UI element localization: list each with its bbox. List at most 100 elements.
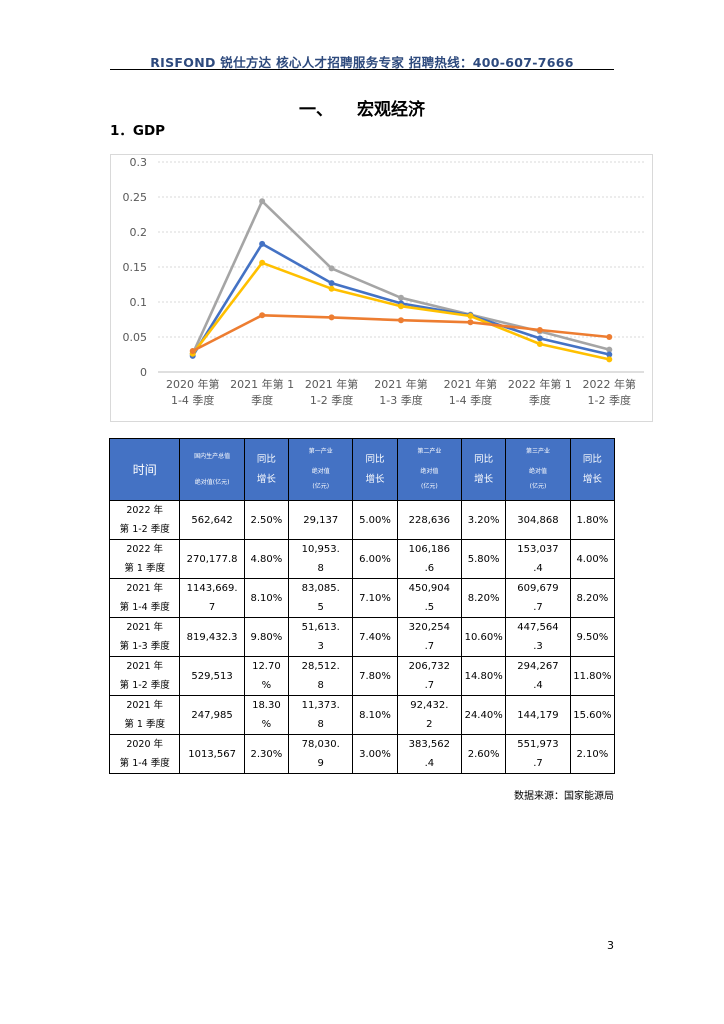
- row-period-quarter: 第 1-4 季度: [119, 758, 170, 769]
- y-tick-label: 0.2: [130, 226, 148, 239]
- row-period: 2021 年第 1-3 季度: [108, 617, 181, 657]
- gdp-value: 247,985: [179, 695, 245, 735]
- series-point-3: [259, 259, 266, 266]
- header-secondary-title: 第二产业: [417, 447, 442, 455]
- header-growth-2: 同比 增长: [352, 438, 398, 501]
- series-point-4: [467, 319, 474, 326]
- gdp-value: 270,177.8: [179, 539, 245, 579]
- gdp-growth-text: 2.30%: [250, 748, 283, 760]
- gdp-growth-text: 18.30: [252, 700, 281, 711]
- secondary-value-text: .7: [424, 680, 435, 691]
- table-row: 2020 年第 1-4 季度 1013,567 2.30% 78,030. 9 3.00%…: [108, 734, 616, 774]
- primary-growth: 5.00%: [352, 500, 398, 540]
- primary-value-text: 11,373.: [301, 700, 340, 711]
- header-time: 时间: [108, 438, 181, 501]
- tertiary-growth: 8.20%: [569, 578, 616, 618]
- growth-bottom: 增长: [582, 473, 602, 485]
- series-point-2: [606, 351, 613, 358]
- primary-growth: 8.10%: [352, 695, 398, 735]
- header-primary-sub1: 绝对值: [311, 467, 330, 475]
- x-tick-label: 1-2 季度: [310, 393, 353, 407]
- header-secondary-sub2: (亿元): [421, 483, 438, 491]
- primary-growth: 7.10%: [352, 578, 398, 618]
- y-tick-label: 0.05: [123, 331, 148, 344]
- x-tick-label: 1-2 季度: [588, 393, 631, 407]
- y-tick-label: 0.25: [123, 191, 148, 204]
- x-tick-label: 1-3 季度: [379, 393, 422, 407]
- series-line-3: [191, 261, 610, 361]
- table-row: 2021 年第 1 季度 247,985 18.30% 11,373. 8 8.10% 92…: [108, 695, 616, 735]
- section-number: 一、: [299, 100, 333, 120]
- row-period: 2021 年第 1 季度: [108, 695, 181, 735]
- secondary-growth-text: 24.40%: [464, 709, 503, 721]
- table-row: 2022 年第 1 季度 270,177.8 4.80% 10,953. 8 6.00% 1…: [108, 539, 616, 579]
- tertiary-value-text: 609,679: [517, 583, 559, 594]
- gdp-value: 1013,567: [179, 734, 245, 774]
- gdp-growth-text: 9.80%: [250, 631, 283, 643]
- primary-growth-text: 7.10%: [359, 592, 391, 604]
- tertiary-value: 447,564 .3: [505, 617, 571, 657]
- tertiary-growth-text: 9.50%: [576, 631, 609, 643]
- table-row: 2021 年第 1-4 季度 1143,669. 7 8.10% 83,085. 5 7.1…: [108, 578, 616, 618]
- header-divider: [110, 69, 614, 70]
- tertiary-value-text: .3: [533, 641, 543, 652]
- table-row: 2021 年第 1-2 季度 529,513 12.70% 28,512. 8 7.80%…: [108, 656, 616, 696]
- row-period: 2021 年第 1-4 季度: [108, 578, 181, 618]
- secondary-growth-text: 10.60%: [464, 631, 503, 643]
- tertiary-growth-text: 2.10%: [576, 748, 609, 760]
- primary-growth-text: 6.00%: [359, 553, 391, 565]
- gdp-growth-text: %: [261, 680, 272, 691]
- tertiary-growth: 4.00%: [569, 539, 616, 579]
- row-period-quarter: 第 1 季度: [124, 719, 165, 730]
- series-point-3: [467, 313, 474, 319]
- tertiary-growth-text: 15.60%: [573, 709, 612, 721]
- tertiary-growth: 11.80%: [569, 656, 616, 696]
- gdp-value: 1143,669. 7: [179, 578, 245, 618]
- primary-growth-text: 8.10%: [359, 709, 391, 721]
- gdp-line-chart: 0 0.05 0.1 0.15 0.2 0.25 0.3 2020 年第 1-4 季度 2021 …: [110, 154, 653, 422]
- gdp-value-text: 270,177.8: [186, 553, 238, 565]
- header-secondary: 第二产业 绝对值 (亿元): [396, 438, 463, 501]
- tertiary-growth: 2.10%: [569, 734, 616, 774]
- tertiary-value: 294,267 .4: [505, 656, 571, 696]
- growth-bottom: 增长: [474, 473, 494, 485]
- tertiary-value-text: 294,267: [517, 661, 559, 672]
- tertiary-value-text: .4: [533, 680, 543, 691]
- primary-value: 29,137: [288, 500, 354, 540]
- header-gdp: 国内生产总值 绝对值(亿元): [179, 438, 245, 501]
- gdp-growth: 9.80%: [243, 617, 290, 657]
- primary-value: 10,953. 8: [288, 539, 354, 579]
- growth-bottom: 增长: [256, 473, 276, 485]
- x-tick-label: 2022 年第 1: [508, 377, 572, 391]
- primary-value-text: 8: [317, 563, 324, 574]
- x-tick-label: 1-4 季度: [171, 393, 214, 407]
- secondary-value-text: 106,186: [408, 544, 451, 555]
- x-tick-label: 2021 年第: [444, 377, 498, 391]
- gdp-value: 562,642: [179, 500, 245, 540]
- header-tertiary-title: 第三产业: [525, 447, 550, 455]
- table-header-row: 时间 国内生产总值 绝对值(亿元) 同比 增长 第一产业 绝对值 (亿元) 同比增…: [108, 438, 616, 501]
- secondary-value-text: .6: [424, 563, 435, 574]
- row-period-year: 2021 年: [126, 661, 164, 672]
- series-point-1: [259, 198, 266, 205]
- secondary-growth-text: 2.60%: [467, 748, 500, 760]
- gdp-data-table: 时间 国内生产总值 绝对值(亿元) 同比 增长 第一产业 绝对值 (亿元) 同比增…: [108, 438, 616, 774]
- header-tertiary: 第三产业 绝对值 (亿元): [505, 438, 571, 501]
- row-period: 2020 年第 1-4 季度: [108, 734, 181, 774]
- primary-value-text: 9: [317, 758, 324, 769]
- secondary-growth: 14.80%: [461, 656, 507, 696]
- tertiary-value-text: 144,179: [517, 709, 559, 721]
- tertiary-growth-text: 4.00%: [576, 553, 609, 565]
- series-point-3: [606, 356, 613, 363]
- secondary-growth-text: 8.20%: [467, 592, 500, 604]
- row-period-year: 2022 年: [126, 505, 164, 516]
- gdp-value-text: 529,513: [191, 670, 233, 682]
- header-primary-sub2: (亿元): [312, 483, 330, 491]
- primary-value-text: 28,512.: [301, 661, 340, 672]
- gdp-value: 819,432.3: [179, 617, 245, 657]
- secondary-growth-text: 14.80%: [464, 670, 503, 682]
- x-tick-label: 2021 年第 1: [230, 377, 294, 391]
- primary-value-text: 51,613.: [301, 622, 340, 633]
- row-period: 2022 年第 1 季度: [108, 539, 181, 579]
- secondary-value-text: .5: [424, 602, 435, 613]
